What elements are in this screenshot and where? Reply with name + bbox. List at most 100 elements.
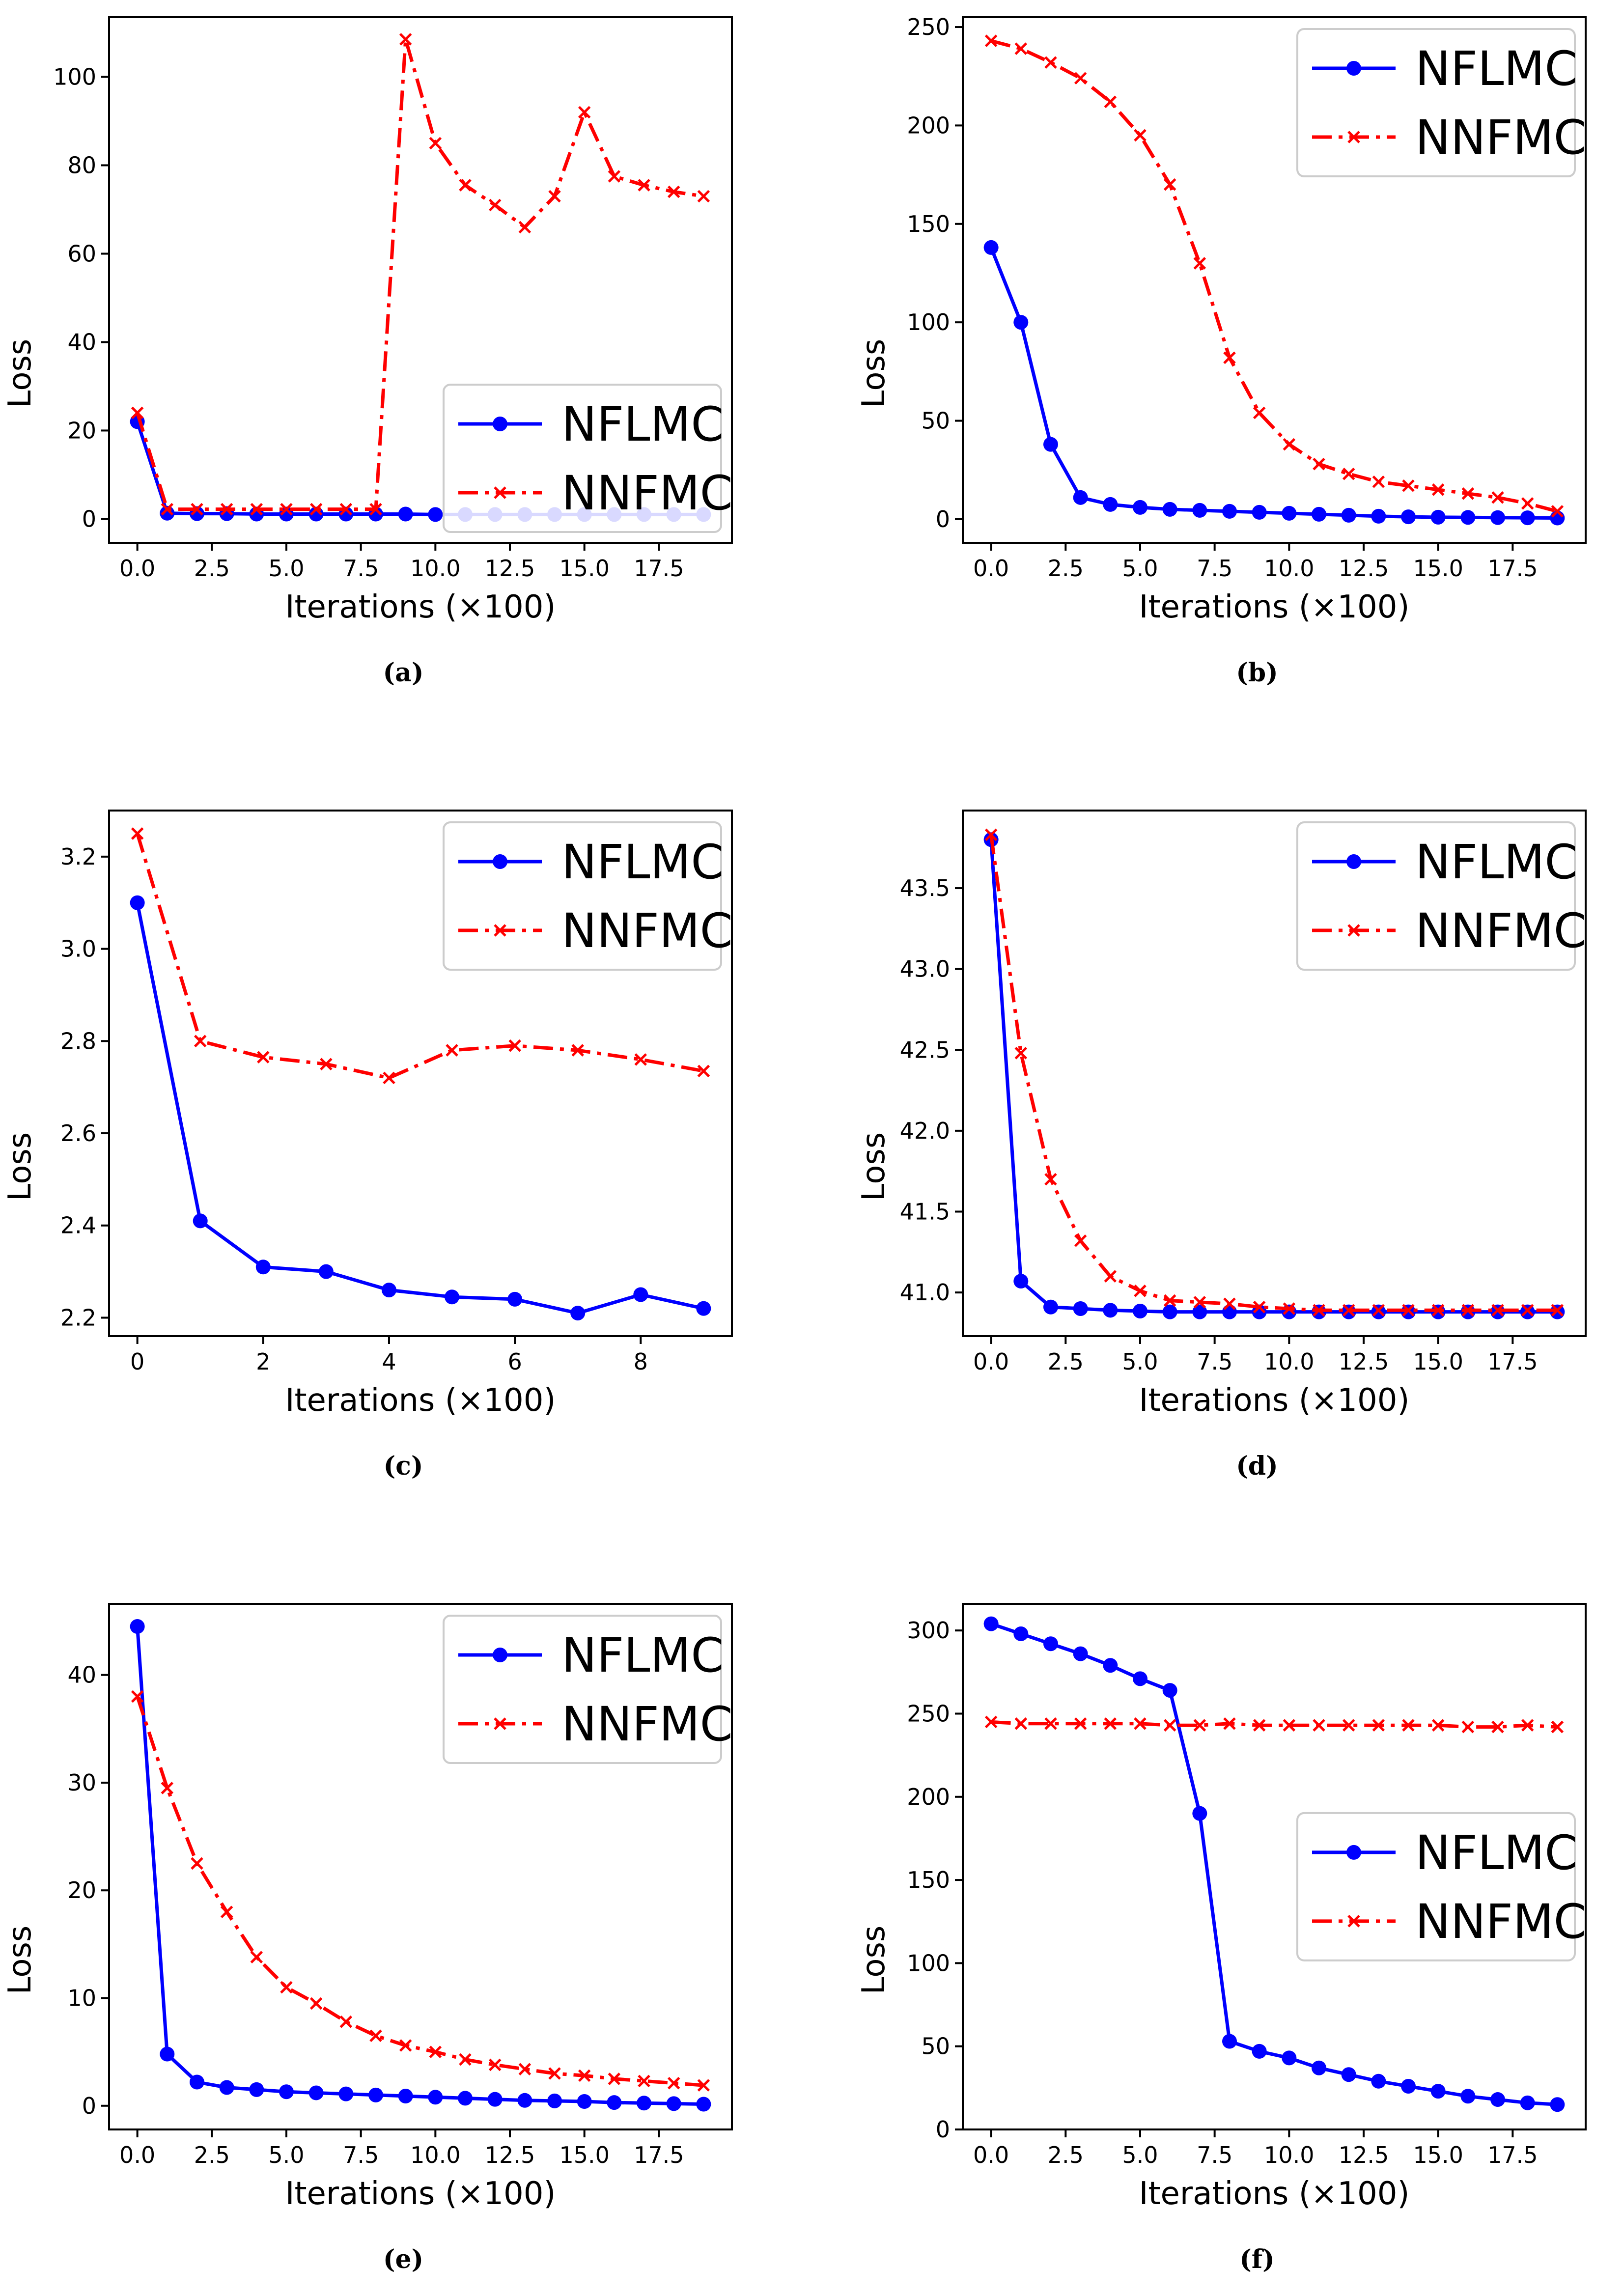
x-tick-label: 7.5 (1197, 1348, 1232, 1375)
data-point-nnfmc (429, 2045, 442, 2058)
data-point-nnfmc (638, 179, 650, 192)
legend-label-nflmc: NFLMC (561, 397, 724, 452)
legend-label-nnfmc: NNFMC (561, 466, 733, 521)
x-axis-label: Iterations (×100) (285, 589, 556, 625)
chart-panel-d: 0.0 2.5 5.0 7.5 10.0 12.5 15.0 17.5 41.0 41.5 42.0… (856, 810, 1587, 1481)
data-point-nflmc (1252, 2044, 1267, 2059)
data-point-nflmc (1401, 509, 1416, 525)
data-point-nnfmc (1193, 1719, 1206, 1732)
data-point-nnfmc (578, 2069, 591, 2082)
data-point-nnfmc (1044, 1173, 1057, 1186)
x-tick-label: 12.5 (1339, 1348, 1389, 1375)
y-tick-label: 20 (67, 417, 96, 444)
data-point-nflmc (1192, 1304, 1207, 1319)
plot-frame (962, 16, 1587, 544)
data-point-nnfmc (191, 1857, 203, 1870)
data-point-nnfmc (1551, 505, 1564, 518)
data-point-nnfmc (1163, 1294, 1176, 1307)
data-point-nflmc (338, 2086, 354, 2101)
y-axis-label: Loss (2, 1926, 38, 1994)
y-tick-label: 2.4 (60, 1212, 96, 1239)
x-tick-label: 0 (130, 1348, 144, 1375)
x-tick-label: 17.5 (634, 2142, 684, 2168)
x-tick-label: 7.5 (1197, 2142, 1232, 2168)
data-point-nnfmc (667, 2076, 680, 2090)
data-point-nnfmc (399, 33, 412, 46)
data-point-nnfmc (488, 198, 502, 212)
data-point-nflmc (1312, 506, 1327, 522)
data-point-nflmc (633, 1287, 648, 1302)
data-point-nnfmc (369, 2029, 382, 2043)
data-point-nflmc (1222, 1304, 1237, 1319)
data-point-nflmc (1162, 1683, 1177, 1698)
x-axis-label: Iterations (×100) (1139, 2176, 1410, 2212)
x-tick-label: 7.5 (343, 2142, 379, 2168)
data-point-nflmc (1312, 2060, 1327, 2075)
x-tick-label: 7.5 (1197, 555, 1232, 582)
data-point-nnfmc (1551, 1720, 1564, 1734)
data-point-nnfmc (1253, 1719, 1266, 1732)
panel-caption: (e) (383, 2244, 423, 2274)
data-point-nnfmc (548, 190, 561, 203)
series-line-nnfmc (136, 833, 704, 1080)
legend-label-nnfmc: NNFMC (1415, 110, 1587, 165)
data-point-nnfmc (1193, 1296, 1206, 1309)
data-point-nnfmc (1372, 476, 1385, 488)
y-tick-label: 2.8 (60, 1028, 96, 1054)
y-tick-label: 50 (921, 408, 950, 434)
legend: NFLMC NNFMC (1296, 28, 1587, 177)
data-point-nflmc (279, 2084, 294, 2100)
data-point-nflmc (570, 1306, 586, 1321)
data-point-nflmc (1520, 2095, 1535, 2110)
x-tick-label: 0.0 (119, 555, 155, 582)
chart-panel-e: 0.0 2.5 5.0 7.5 10.0 12.5 15.0 17.5 0 10 20 30 40 Ite… (2, 1603, 733, 2274)
data-point-nnfmc (161, 503, 174, 516)
y-tick-label: 10 (67, 1985, 96, 2012)
data-point-nnfmc (548, 2067, 561, 2080)
data-point-nnfmc (309, 1997, 323, 2010)
data-point-nflmc (1043, 1636, 1058, 1652)
legend: NFLMC NNFMC (1296, 821, 1587, 971)
data-point-nnfmc (1283, 1719, 1296, 1732)
legend-marker-nflmc (493, 854, 507, 869)
data-point-nflmc (1520, 510, 1535, 526)
y-tick-label: 2.6 (60, 1120, 96, 1147)
y-tick-label: 0 (936, 506, 950, 532)
x-tick-label: 7.5 (343, 555, 379, 582)
data-point-nflmc (1341, 507, 1356, 523)
data-point-nnfmc (1014, 1047, 1028, 1060)
x-tick-label: 17.5 (1487, 1348, 1538, 1375)
data-point-nnfmc (1074, 72, 1087, 84)
data-point-nnfmc (131, 406, 144, 420)
y-tick-label: 2.2 (60, 1304, 96, 1331)
legend-marker-nflmc (1346, 854, 1361, 869)
data-point-nflmc (1550, 2097, 1565, 2112)
x-tick-label: 2.5 (1048, 2142, 1084, 2168)
data-point-nnfmc (1014, 1717, 1028, 1730)
data-point-nnfmc (1402, 1719, 1415, 1732)
data-point-nflmc (318, 1264, 334, 1279)
legend-marker-nnfmc (1347, 924, 1360, 937)
y-tick-label: 100 (907, 1950, 950, 1976)
data-point-nflmc (1132, 500, 1147, 515)
data-point-nnfmc (280, 503, 293, 516)
legend-frame (443, 384, 722, 533)
data-point-nflmc (1132, 1303, 1147, 1318)
data-point-nnfmc (1313, 1304, 1325, 1317)
y-tick-label: 250 (907, 14, 950, 40)
data-point-nflmc (507, 1291, 523, 1307)
panel-caption: (a) (383, 658, 424, 688)
legend-label-nflmc: NFLMC (1415, 41, 1577, 96)
y-tick-label: 40 (67, 329, 96, 355)
data-point-nflmc (160, 2046, 175, 2062)
data-point-nflmc (1430, 509, 1446, 525)
data-point-nflmc (130, 1619, 145, 1634)
x-tick-label: 15.0 (559, 555, 609, 582)
data-point-nnfmc (518, 2063, 532, 2075)
data-point-nflmc (249, 2082, 264, 2097)
y-tick-label: 42.0 (900, 1118, 950, 1144)
data-point-nflmc (1401, 2078, 1416, 2094)
legend-marker-nflmc (1346, 61, 1361, 76)
x-tick-label: 10.0 (1264, 555, 1314, 582)
data-point-nflmc (428, 507, 443, 522)
